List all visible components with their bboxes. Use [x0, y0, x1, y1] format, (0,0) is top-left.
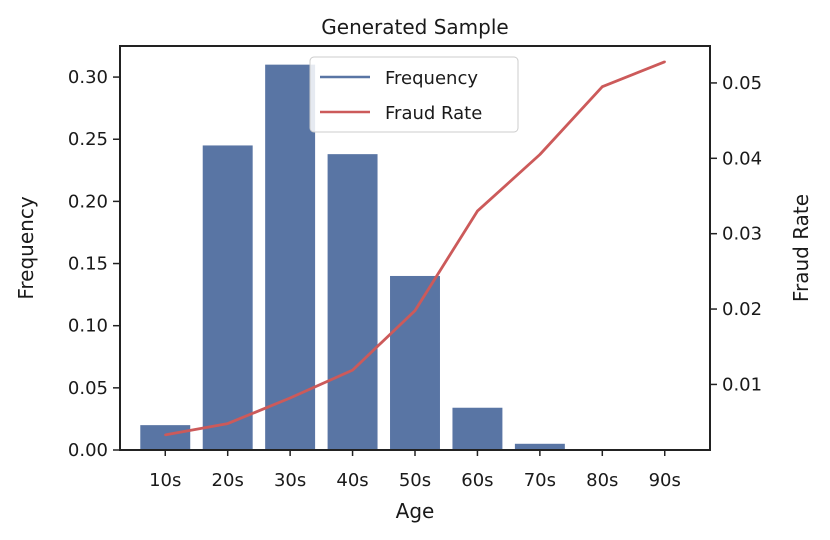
bar-10s — [140, 425, 191, 450]
fraud-rate-point-40s — [351, 368, 354, 372]
right-axis-ticks: 0.01 0.02 0.03 0.04 0.05 — [710, 73, 762, 395]
x-tick-label: 80s — [586, 470, 618, 491]
y-tick-label: 0.30 — [68, 67, 108, 88]
x-tick-label: 10s — [149, 470, 181, 491]
x-tick-label: 70s — [524, 470, 556, 491]
x-tick-label: 60s — [461, 470, 493, 491]
y-tick-label: 0.20 — [68, 191, 108, 212]
y-tick-label: 0.15 — [68, 254, 108, 275]
bar-50s — [390, 275, 440, 450]
y2-tick-label: 0.05 — [722, 73, 762, 94]
bar-series — [140, 64, 565, 451]
y-tick-label: 0.10 — [68, 316, 108, 337]
y-tick-label: 0.25 — [68, 129, 108, 150]
x-tick-label: 20s — [212, 470, 244, 491]
bar-20s — [202, 145, 253, 450]
y-tick-label: 0.00 — [68, 440, 108, 461]
fraud-rate-point-70s — [538, 153, 542, 156]
bar-60s — [452, 407, 503, 450]
x-tick-label: 40s — [336, 470, 368, 491]
y2-tick-label: 0.04 — [722, 148, 762, 169]
legend-fraud-rate-label: Fraud Rate — [385, 103, 482, 124]
y2-tick-label: 0.02 — [722, 299, 762, 320]
legend: Frequency Fraud Rate — [309, 56, 519, 133]
x-axis-ticks: 10s 20s 30s 40s 50s 60s 70s 80s 90s — [149, 450, 681, 491]
x-axis-label: Age — [396, 499, 435, 523]
y-axis-label: Frequency — [14, 196, 38, 299]
fraud-rate-point-50s — [413, 309, 417, 312]
y2-tick-label: 0.01 — [722, 374, 762, 395]
fraud-rate-point-80s — [601, 85, 604, 88]
fraud-rate-point-90s — [663, 60, 666, 64]
y-tick-label: 0.05 — [68, 378, 108, 399]
y2-axis-label: Fraud Rate — [789, 194, 813, 302]
bar-40s — [327, 154, 378, 450]
x-tick-label: 30s — [274, 470, 306, 491]
x-tick-label: 90s — [649, 470, 681, 491]
fraud-rate-point-30s — [288, 396, 292, 400]
y2-tick-label: 0.03 — [722, 224, 762, 245]
chart-title: Generated Sample — [321, 15, 508, 39]
fraud-rate-point-10s — [164, 433, 167, 437]
fraud-rate-point-20s — [226, 422, 229, 425]
line-series — [164, 60, 666, 437]
fraud-rate-point-60s — [476, 209, 479, 213]
bar-70s — [514, 443, 565, 450]
x-tick-label: 50s — [399, 470, 431, 491]
bar-30s — [265, 64, 316, 451]
left-axis-ticks: 0.00 0.05 0.10 0.15 0.20 0.25 0.30 — [68, 67, 120, 461]
legend-frequency-label: Frequency — [385, 68, 478, 89]
